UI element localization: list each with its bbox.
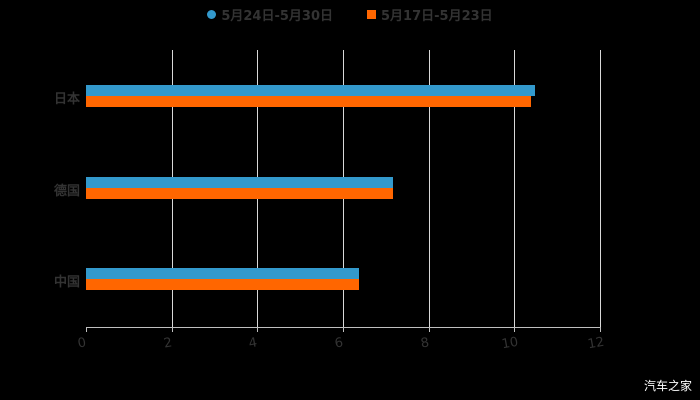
legend-marker-square-icon (367, 9, 376, 19)
legend-label: 5月24日-5月30日 (221, 8, 333, 24)
gridline (514, 50, 516, 327)
x-tick-label: 0 (76, 335, 88, 352)
x-tick (86, 327, 87, 332)
bar[interactable] (86, 96, 532, 107)
category-label: 日本 (53, 92, 80, 107)
bar[interactable] (86, 177, 394, 188)
legend-label: 5月17日-5月23日 (381, 8, 493, 24)
x-tick (171, 327, 173, 332)
x-tick (257, 327, 259, 332)
x-tick-label: 6 (333, 335, 345, 352)
category-label: 中国 (53, 275, 80, 290)
x-tick (343, 327, 344, 332)
bar[interactable] (86, 85, 536, 96)
x-tick (428, 327, 430, 332)
gridline (600, 50, 601, 327)
x-tick-label: 2 (162, 335, 174, 352)
legend-item-series-2[interactable]: 5月17日-5月23日 (367, 4, 493, 24)
x-tick (600, 327, 601, 332)
x-tick-label: 12 (586, 334, 606, 353)
category-label: 德国 (53, 184, 80, 199)
legend-item-series-1[interactable]: 5月24日-5月30日 (207, 4, 333, 24)
legend-marker-circle-icon (207, 9, 217, 19)
x-tick (514, 327, 516, 332)
watermark: 汽车之家 (643, 379, 692, 393)
bar[interactable] (86, 268, 360, 279)
x-tick-label: 4 (247, 335, 259, 352)
x-tick-label: 10 (500, 334, 520, 353)
bar[interactable] (86, 188, 394, 199)
gridline (428, 50, 430, 327)
chart-legend: 5月24日-5月30日 5月17日-5月23日 (0, 4, 700, 24)
bar[interactable] (86, 279, 360, 290)
x-tick-label: 8 (419, 335, 431, 352)
